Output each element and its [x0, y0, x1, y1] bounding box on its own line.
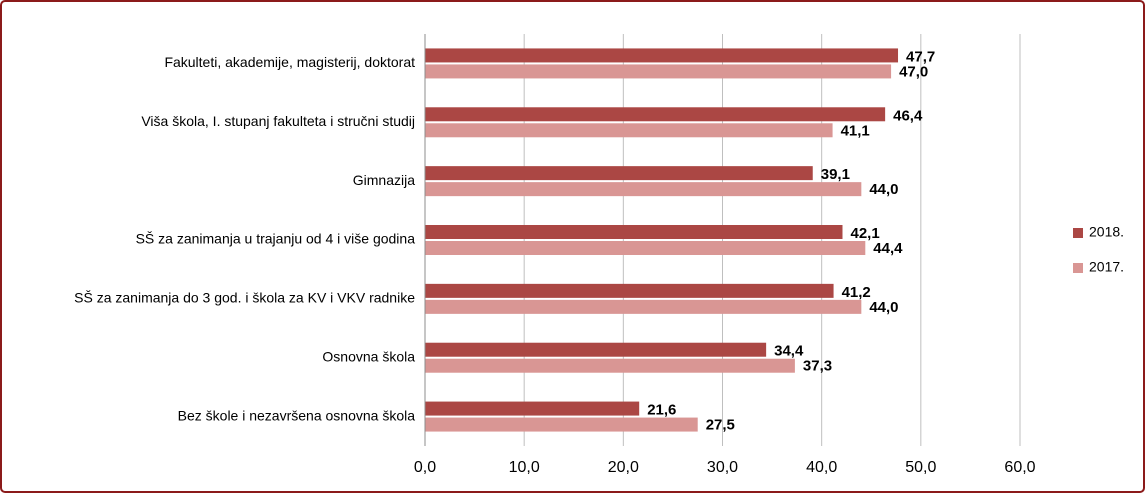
x-tick-label: 0,0 — [414, 459, 436, 476]
bar — [425, 342, 767, 357]
x-tick-label: 10,0 — [509, 459, 540, 476]
value-label: 27,5 — [706, 417, 735, 434]
bar — [425, 48, 899, 63]
bar — [425, 64, 892, 79]
value-label: 41,2 — [842, 284, 871, 301]
value-label: 44,4 — [873, 240, 903, 257]
bar — [425, 123, 833, 138]
y-tick-label: Gimnazija — [353, 172, 415, 188]
value-label: 21,6 — [647, 402, 676, 419]
legend-label: 2018. — [1089, 224, 1124, 240]
y-tick-label: Fakulteti, akademije, magisterij, doktor… — [164, 54, 415, 70]
value-label: 34,4 — [774, 343, 804, 360]
legend-swatch — [1073, 228, 1083, 238]
value-label: 47,0 — [899, 63, 928, 80]
value-label: 37,3 — [803, 358, 832, 375]
x-tick-label: 50,0 — [905, 459, 936, 476]
value-label: 39,1 — [821, 166, 850, 183]
value-label: 41,1 — [841, 122, 870, 139]
y-tick-label: SŠ za zanimanja do 3 god. i škola za KV … — [74, 290, 415, 306]
x-tick-label: 20,0 — [608, 459, 639, 476]
bar — [425, 417, 698, 432]
x-tick-label: 60,0 — [1004, 459, 1035, 476]
value-label: 46,4 — [893, 107, 923, 124]
value-label: 44,0 — [869, 299, 898, 316]
legend-label: 2017. — [1089, 259, 1124, 275]
value-label: 44,0 — [869, 181, 898, 198]
value-label: 42,1 — [850, 225, 879, 242]
x-tick-label: 30,0 — [707, 459, 738, 476]
y-tick-label: Osnovna škola — [322, 348, 415, 364]
bar — [425, 241, 866, 255]
x-tick-label: 40,0 — [806, 459, 837, 476]
bar — [425, 182, 862, 197]
value-label: 47,7 — [906, 48, 935, 65]
bar — [425, 283, 834, 298]
y-tick-label: Viša škola, I. stupanj fakulteta i struč… — [141, 113, 415, 129]
bar — [425, 107, 886, 122]
bar — [425, 299, 862, 314]
bar — [425, 166, 813, 181]
y-tick-label: Bez škole i nezavršena osnovna škola — [178, 407, 416, 423]
y-tick-label: SŠ za zanimanja u trajanju od 4 i više g… — [136, 231, 416, 247]
bar — [425, 358, 795, 373]
bar — [425, 401, 640, 416]
legend-swatch — [1073, 263, 1083, 273]
bar — [425, 225, 843, 239]
